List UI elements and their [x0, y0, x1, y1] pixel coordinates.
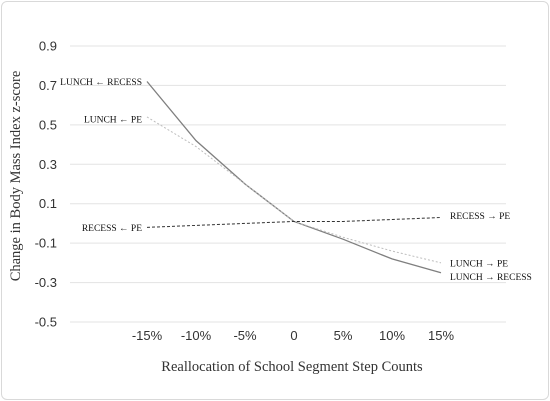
series-annotations: LUNCH ← RECESS LUNCH ← PE RECESS ← PE RECES… — [60, 78, 532, 283]
x-tick-label: -10% — [181, 328, 212, 343]
x-tick-label: -5% — [233, 328, 257, 343]
y-tick-label: 0.9 — [39, 39, 57, 54]
x-tick-labels: -15% -10% -5% 0 5% 10% 15% — [132, 328, 455, 343]
x-tick-label: 10% — [379, 328, 405, 343]
x-axis-title: Reallocation of School Segment Step Coun… — [161, 359, 423, 375]
series-annotation: LUNCH → RECESS — [450, 273, 532, 283]
y-tick-label: 0.5 — [39, 117, 57, 132]
series-annotation: LUNCH ← PE — [84, 115, 142, 125]
x-tick-label: 5% — [334, 328, 353, 343]
x-tick-label: 0 — [290, 328, 297, 343]
series-lines — [146, 81, 442, 274]
y-axis-title: Change in Body Mass Index z-score — [8, 71, 24, 282]
y-tick-label: 0.3 — [39, 157, 57, 172]
y-tick-labels: 0.9 0.7 0.5 0.3 0.1 -0.1 -0.3 -0.5 — [35, 39, 57, 330]
series-line — [146, 81, 442, 274]
y-tick-label: -0.1 — [35, 236, 57, 251]
series-annotation: LUNCH ← RECESS — [60, 78, 142, 88]
y-tick-label: 0.1 — [39, 196, 57, 211]
gridlines — [70, 45, 506, 323]
series-annotation: RECESS ← PE — [82, 224, 142, 234]
x-tick-label: 15% — [428, 328, 454, 343]
series-line — [146, 217, 442, 228]
y-tick-label: -0.3 — [35, 275, 57, 290]
series-line — [146, 116, 442, 264]
y-tick-label: -0.5 — [35, 315, 57, 330]
series-annotation: LUNCH → PE — [450, 259, 508, 269]
series-annotation: RECESS → PE — [450, 212, 510, 222]
x-tick-label: -15% — [132, 328, 163, 343]
y-tick-label: 0.7 — [39, 78, 57, 93]
